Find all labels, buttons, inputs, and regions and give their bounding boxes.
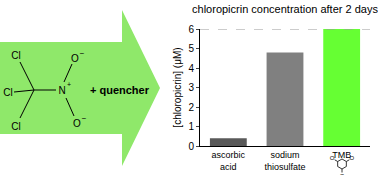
svg-text:2: 2 bbox=[188, 102, 194, 113]
svg-text:N: N bbox=[58, 85, 65, 96]
svg-text:−: − bbox=[82, 114, 87, 123]
svg-text:1: 1 bbox=[188, 121, 194, 132]
svg-text:+: + bbox=[67, 81, 71, 88]
svg-text:+ quencher: + quencher bbox=[90, 84, 150, 96]
svg-text:−: − bbox=[80, 49, 85, 58]
svg-text:0: 0 bbox=[188, 141, 194, 152]
svg-text:Cl: Cl bbox=[3, 87, 12, 98]
svg-text:O: O bbox=[340, 173, 345, 175]
svg-text:4: 4 bbox=[188, 63, 194, 74]
svg-text:6: 6 bbox=[188, 24, 194, 35]
svg-text:Cl: Cl bbox=[11, 50, 20, 61]
svg-text:O: O bbox=[350, 155, 355, 161]
svg-text:[chloropicrin] (μM): [chloropicrin] (μM) bbox=[172, 47, 183, 127]
svg-text:sodiumthiosulfate: sodiumthiosulfate bbox=[264, 150, 305, 172]
svg-text:5: 5 bbox=[188, 43, 194, 54]
svg-text:O: O bbox=[71, 53, 79, 64]
svg-text:ascorbicacid: ascorbicacid bbox=[212, 150, 246, 172]
svg-text:TMB: TMB bbox=[332, 150, 351, 160]
svg-text:O: O bbox=[330, 155, 335, 161]
svg-text:Cl: Cl bbox=[11, 121, 20, 132]
svg-text:3: 3 bbox=[188, 82, 194, 93]
svg-text:chloropicrin concentration aft: chloropicrin concentration after 2 days bbox=[192, 3, 378, 15]
svg-text:O: O bbox=[73, 118, 81, 129]
